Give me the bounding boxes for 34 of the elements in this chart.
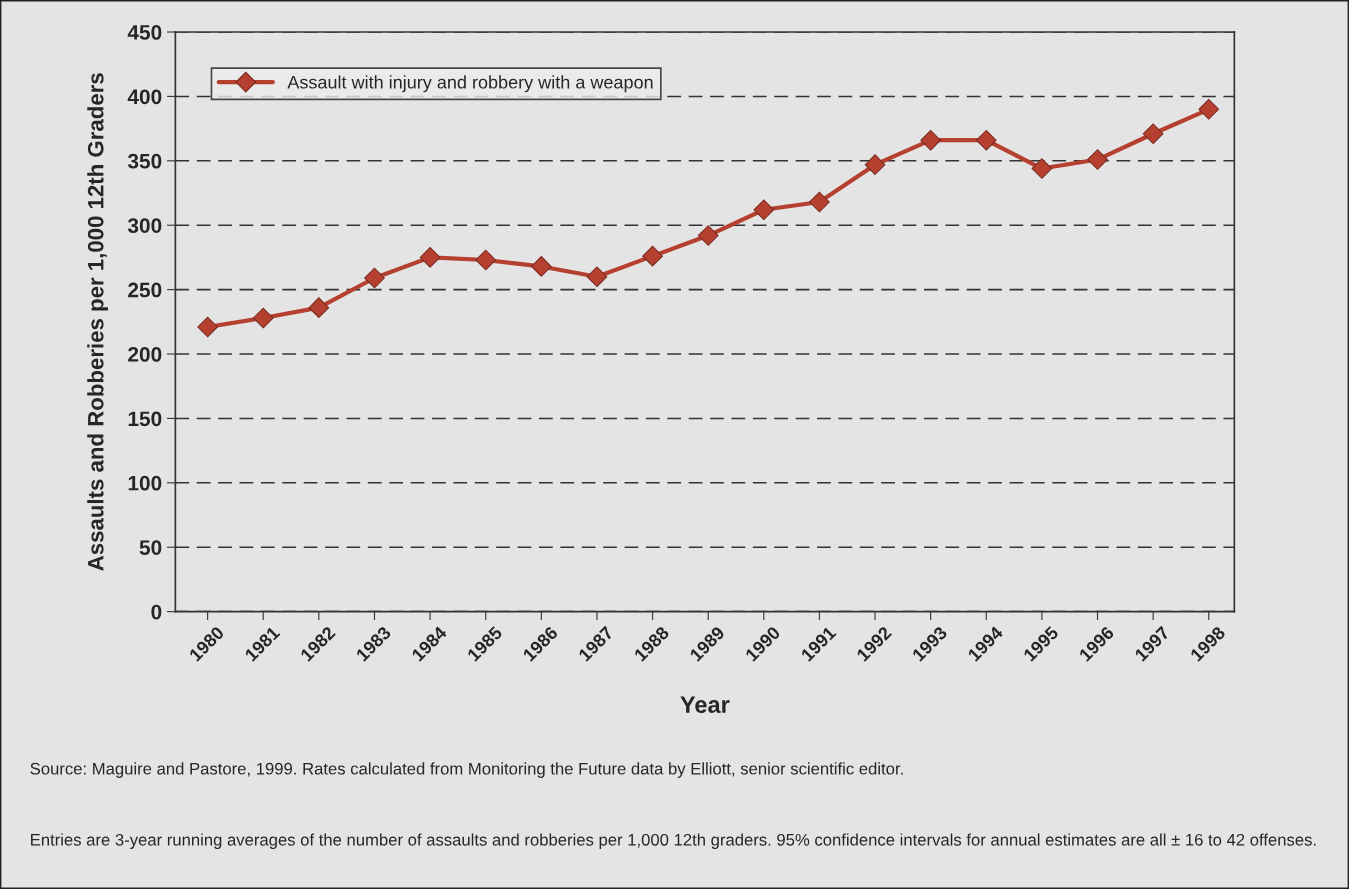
x-axis-title: Year [680,696,730,714]
point [586,266,608,288]
point [252,307,274,329]
y-tick-label: 450 [127,25,162,40]
point [419,247,441,268]
source-note: Source: Maguire and Pastore, 1999. Rates calculated from Monitoring the Future data by Elliott, senior scientific editor. [30,762,903,778]
point [864,154,886,176]
y-tick-label: 350 [127,153,162,169]
point [1031,158,1053,179]
point [809,191,830,213]
point [642,245,663,267]
y-tick-label: 300 [127,218,162,233]
y-tick-label: 50 [139,540,162,555]
point [531,256,552,277]
y-tick-label: 150 [128,411,162,427]
legend-label: Assault with injury and robbery with a weapon [287,75,653,93]
y-axis-title: Assaults and Robberies per 1,000 12th Graders [87,73,108,571]
text: Entries are 3-year running averages of the number of assaults and robberies per 1,000 12th graders. 95% confidence intervals for annual estimates are all ± 16 to 42 offenses. [31,833,1316,849]
point [364,267,385,289]
point [697,225,719,246]
point [308,297,330,318]
point [920,129,941,151]
y-tick-label: 400 [127,89,162,105]
y-tick-label: 250 [128,282,162,298]
point [753,199,775,221]
y-tick-label: 0 [151,604,162,620]
y-tick-label: 100 [128,475,162,491]
point [975,129,997,151]
point [1142,123,1164,145]
y-tick-label: 200 [128,347,162,362]
point [197,316,218,338]
point [1087,149,1108,170]
point [475,249,497,271]
point [1198,98,1220,120]
